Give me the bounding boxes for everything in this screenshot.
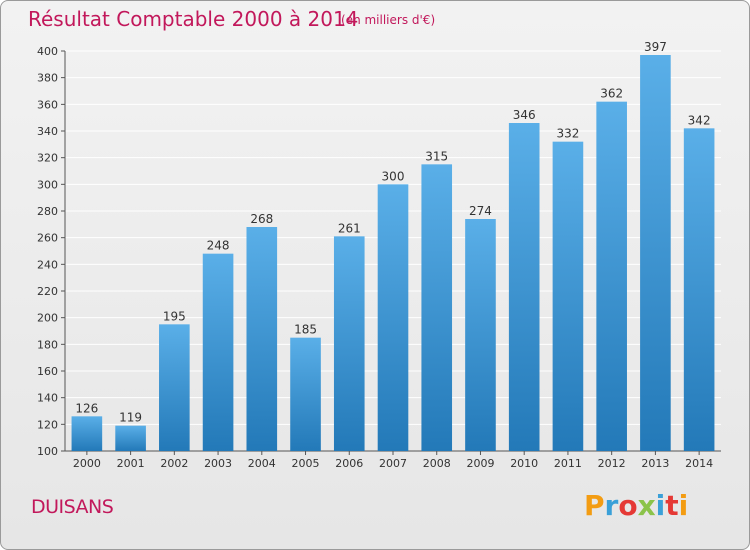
bar-2010 [508, 123, 540, 451]
bar-2001 [115, 425, 146, 451]
city-name: DUISANS [31, 496, 114, 518]
x-tick-label: 2003 [204, 457, 232, 470]
bar-2006 [333, 236, 365, 451]
bar-2013 [640, 55, 671, 451]
x-tick-label: 2010 [510, 457, 538, 470]
y-tick-label: 180 [37, 338, 58, 351]
y-tick-label: 320 [37, 152, 58, 165]
bar-2000 [71, 416, 103, 451]
value-label-2001: 119 [119, 411, 142, 425]
y-tick-label: 380 [37, 72, 58, 85]
bar-2014 [683, 128, 715, 451]
y-tick-label: 340 [37, 125, 58, 138]
y-tick-label: 160 [37, 365, 58, 378]
axes: 100 120 140 160 180 200 220 240 260 280 300 320 340 3… [37, 45, 721, 470]
x-tick-label: 2004 [248, 457, 276, 470]
x-tick-label: 2007 [379, 457, 407, 470]
logo-letter: o [618, 489, 638, 522]
value-label-2007: 300 [382, 169, 405, 183]
x-tick-label: 2000 [73, 457, 101, 470]
y-tick-label: 260 [37, 232, 58, 245]
x-tick-label: 2006 [335, 457, 363, 470]
chart-subtitle: (en milliers d'€) [341, 13, 436, 27]
value-label-2000: 126 [75, 401, 98, 415]
value-label-2002: 195 [163, 309, 186, 323]
logo-letter: i [655, 489, 666, 522]
y-tick-label: 240 [37, 258, 58, 271]
y-tick-label: 280 [37, 205, 58, 218]
logo-letter: x [637, 489, 656, 522]
bar-2004 [246, 227, 278, 451]
logo-letter: t [665, 489, 679, 522]
x-tick-label: 2013 [641, 457, 669, 470]
value-label-2011: 332 [556, 127, 579, 141]
value-label-2013: 397 [644, 40, 667, 54]
value-label-2004: 268 [250, 212, 273, 226]
value-label-2014: 342 [688, 113, 711, 127]
x-tick-label: 2001 [117, 457, 145, 470]
x-tick-label: 2011 [554, 457, 582, 470]
bar-2012 [596, 101, 627, 452]
x-tick-label: 2009 [466, 457, 494, 470]
bar-2003 [202, 253, 234, 451]
x-tick-label: 2014 [685, 457, 713, 470]
bar-2009 [465, 219, 496, 451]
chart-title: Résultat Comptable 2000 à 2014 [28, 7, 359, 31]
logo-letter: i [678, 489, 689, 522]
x-tick-label: 2005 [292, 457, 320, 470]
y-tick-label: 100 [37, 445, 58, 458]
value-label-2006: 261 [338, 221, 361, 235]
x-tick-label: 2012 [598, 457, 626, 470]
bar-2011 [552, 141, 584, 451]
value-label-2012: 362 [600, 87, 623, 101]
bars [71, 55, 715, 452]
proxiti-logo: Proxiti [584, 489, 688, 522]
x-tick-label: 2008 [423, 457, 451, 470]
data-labels: 126 119 195 248 268 185 261 300 315 274 346 332 362 3… [75, 40, 710, 425]
value-label-2008: 315 [425, 149, 448, 163]
bar-2005 [290, 337, 321, 451]
y-tick-label: 360 [37, 98, 58, 111]
bar-2008 [421, 164, 453, 452]
logo-letter: P [584, 489, 605, 522]
bar-2007 [377, 184, 409, 452]
y-tick-label: 120 [37, 418, 58, 431]
logo-letter: r [604, 489, 619, 522]
y-tick-label: 140 [37, 392, 58, 405]
value-label-2003: 248 [207, 239, 230, 253]
y-tick-label: 300 [37, 178, 58, 191]
y-tick-label: 220 [37, 285, 58, 298]
value-label-2009: 274 [469, 204, 492, 218]
x-tick-label: 2002 [160, 457, 188, 470]
y-tick-label: 400 [37, 45, 58, 58]
value-label-2010: 346 [513, 108, 536, 122]
value-label-2005: 185 [294, 323, 317, 337]
y-tick-label: 200 [37, 312, 58, 325]
bar-2002 [159, 324, 190, 451]
